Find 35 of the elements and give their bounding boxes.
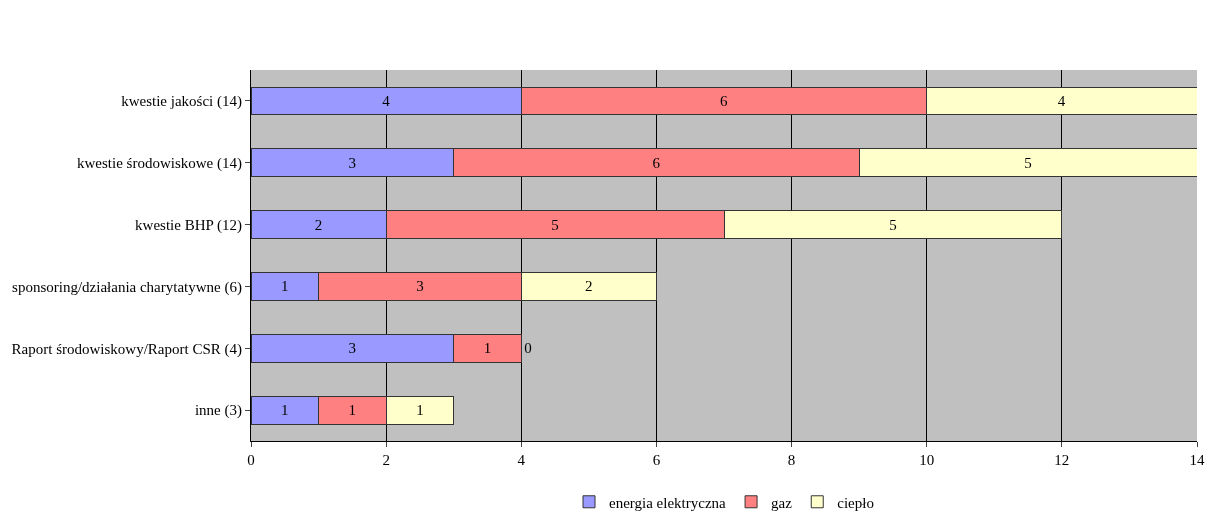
data-label: 3 xyxy=(348,340,357,357)
data-label: 6 xyxy=(652,154,661,171)
y-tick-label: inne (3) xyxy=(194,402,242,420)
data-label: 1 xyxy=(348,402,357,419)
data-label: 1 xyxy=(281,278,289,295)
data-label: 4 xyxy=(382,92,391,109)
data-label: 1 xyxy=(281,402,289,419)
x-tick-label: 0 xyxy=(247,452,255,468)
x-tick-label: 12 xyxy=(1054,452,1070,468)
data-label: 3 xyxy=(348,154,357,171)
x-tick-label: 2 xyxy=(382,452,390,468)
y-tick-label: kwestie BHP (12) xyxy=(135,216,242,234)
data-label: 3 xyxy=(416,278,424,295)
x-tick-label: 6 xyxy=(652,452,661,468)
data-label: 6 xyxy=(720,92,728,109)
data-label: 5 xyxy=(1024,154,1032,171)
y-tick-label: kwestie jakości (14) xyxy=(121,93,242,111)
data-label: 0 xyxy=(524,340,532,357)
y-tick-label: Raport środowiskowy/Raport CSR (4) xyxy=(11,340,242,358)
y-tick-label: sponsoring/działania charytatywne (6) xyxy=(12,278,242,296)
data-label: 2 xyxy=(314,216,323,233)
legend-label: ciepło xyxy=(837,494,874,511)
data-label: 5 xyxy=(551,216,559,233)
data-label: 5 xyxy=(889,216,897,233)
legend-label: gaz xyxy=(771,494,793,511)
data-label: 1 xyxy=(416,402,424,419)
data-label: 2 xyxy=(585,278,593,295)
y-tick-label: kwestie środowiskowe (14) xyxy=(77,155,242,172)
x-tick-label: 8 xyxy=(787,452,796,468)
legend-label: energia elektryczna xyxy=(609,494,727,511)
x-tick-label: 4 xyxy=(517,452,526,468)
x-tick-label: 10 xyxy=(919,452,935,468)
data-label: 1 xyxy=(483,340,492,357)
data-label: 4 xyxy=(1057,92,1066,109)
x-tick-label: 14 xyxy=(1189,452,1205,468)
